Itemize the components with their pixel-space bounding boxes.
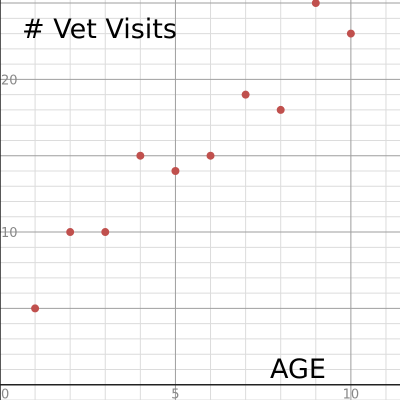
y-tick-label: 20 bbox=[1, 73, 18, 88]
data-point bbox=[31, 304, 40, 313]
data-points bbox=[31, 0, 355, 313]
data-point bbox=[136, 151, 145, 160]
data-point bbox=[311, 0, 320, 8]
data-point bbox=[241, 90, 250, 99]
data-point bbox=[346, 29, 355, 38]
chart-title: # Vet Visits bbox=[22, 14, 177, 45]
x-tick-label: 5 bbox=[171, 388, 179, 400]
data-point bbox=[66, 228, 75, 237]
y-tick-label: 10 bbox=[1, 226, 18, 241]
data-point bbox=[206, 151, 215, 160]
data-point bbox=[171, 166, 180, 175]
x-axis-title: AGE bbox=[270, 354, 326, 385]
data-point bbox=[276, 105, 285, 114]
data-point bbox=[101, 228, 110, 237]
tick-labels: 0 5 10 10 20 bbox=[1, 73, 359, 400]
x-tick-label: 0 bbox=[1, 388, 9, 400]
x-tick-label: 10 bbox=[343, 388, 360, 400]
